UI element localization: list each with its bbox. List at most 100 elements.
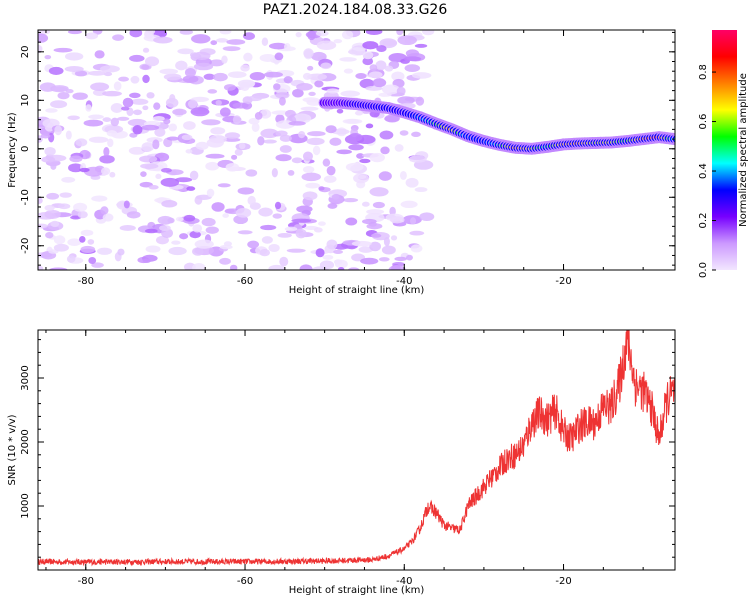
heatmap-cell [291,157,303,164]
snr-y-axis-label: SNR (10 * v/v) [7,414,18,485]
heatmap-cell [227,71,247,79]
heatmap-cell [333,249,343,254]
snr-series-line [38,330,675,567]
heatmap-cell [675,138,680,141]
heatmap-cell [205,161,220,171]
heatmap-cell [362,51,374,60]
heatmap-cell [419,212,435,222]
heatmap-cell [168,246,187,256]
heatmap-cell [262,139,277,144]
snr-frame [37,329,676,571]
heatmap-cell [61,176,76,183]
heatmap-cell [153,36,173,44]
heatmap-cell [226,39,246,45]
heatmap-cell [410,244,423,253]
heatmap-cell [396,86,406,96]
heatmap-cell [155,173,162,179]
heatmap-cell [201,217,216,227]
heatmap-cell [382,40,398,46]
heatmap-cell [343,68,354,74]
heatmap-cell [67,30,82,35]
heatmap-cell [334,259,348,269]
heatmap-cell [91,195,108,202]
heatmap-cell [268,243,280,253]
heatmap-cell [142,105,149,111]
heatmap-cell [378,171,392,181]
heatmap-cell [314,80,324,88]
heatmap-cell [361,218,377,225]
heatmap-cell [128,146,146,155]
heatmap-cell [275,91,290,99]
heatmap-cell [231,154,238,160]
heatmap-cell [193,62,214,71]
colorbar-label: Normalized spectral amplitude [738,73,749,227]
heatmap-cell [260,224,277,231]
heatmap-cell [684,136,692,141]
heatmap-cell [192,224,203,233]
heatmap-cell [381,84,401,95]
heatmap-cell [45,108,58,113]
heatmap-cell [286,248,306,253]
heatmap-cell [165,97,179,108]
heatmap-cell [219,30,232,35]
snr-x-axis-label: Height of straight line (km) [289,585,425,596]
heatmap-cell [123,200,130,209]
heatmap-cell [307,65,314,71]
heatmap-cell [69,155,83,163]
heatmap-cell [322,158,331,167]
heatmap-cell [132,125,143,135]
heatmap-cell [217,183,231,188]
heatmap-cell [107,138,114,148]
heatmap-cell [161,200,178,208]
heatmap-cell [235,208,252,218]
heatmap-cell [415,96,425,106]
heatmap-cell [307,131,326,137]
heatmap-cell [80,229,94,236]
heatmap-cell [366,209,385,215]
heatmap-cell [365,30,383,36]
heatmap-cell [315,248,325,258]
spectrogram-y-tick-label: 20 [20,45,31,58]
heatmap-cell [100,206,109,215]
heatmap-cell [311,51,327,61]
heatmap-cell [411,72,432,79]
heatmap-cell [376,45,387,53]
figure-title: PAZ1.2024.184.08.33.G26 [263,2,448,18]
heatmap-cell [223,137,241,142]
heatmap-cell [221,55,228,64]
heatmap-cell [101,167,111,176]
heatmap-cell [194,239,214,249]
heatmap-cell [142,258,151,264]
spectrogram-x-tick-label: -20 [555,276,571,287]
heatmap-cell [405,49,420,57]
spectrogram-heatmap [38,30,692,270]
heatmap-cell [130,98,149,105]
heatmap-cell [206,138,224,148]
heatmap-cell [112,34,125,41]
heatmap-cell [48,66,64,75]
heatmap-cell [44,204,55,211]
heatmap-cell [53,47,73,53]
heatmap-cell [678,135,688,143]
heatmap-cell [403,56,422,62]
heatmap-cell [222,46,241,52]
heatmap-cell [141,142,155,152]
heatmap-cell [237,187,255,195]
heatmap-cell [50,220,60,228]
heatmap-cell [160,168,172,173]
heatmap-cell [254,112,263,120]
heatmap-cell [215,38,229,43]
heatmap-cell [145,228,158,234]
heatmap-cell [365,123,374,129]
heatmap-cell [394,144,404,152]
heatmap-cell [79,167,90,173]
heatmap-cell [391,71,405,81]
heatmap-cell [102,117,112,122]
heatmap-cell [333,38,343,44]
heatmap-cell [57,91,70,100]
heatmap-cell [129,54,145,62]
heatmap-cell [50,163,57,170]
heatmap-cell [243,52,253,62]
heatmap-cell [389,216,405,224]
heatmap-cell [406,254,413,261]
